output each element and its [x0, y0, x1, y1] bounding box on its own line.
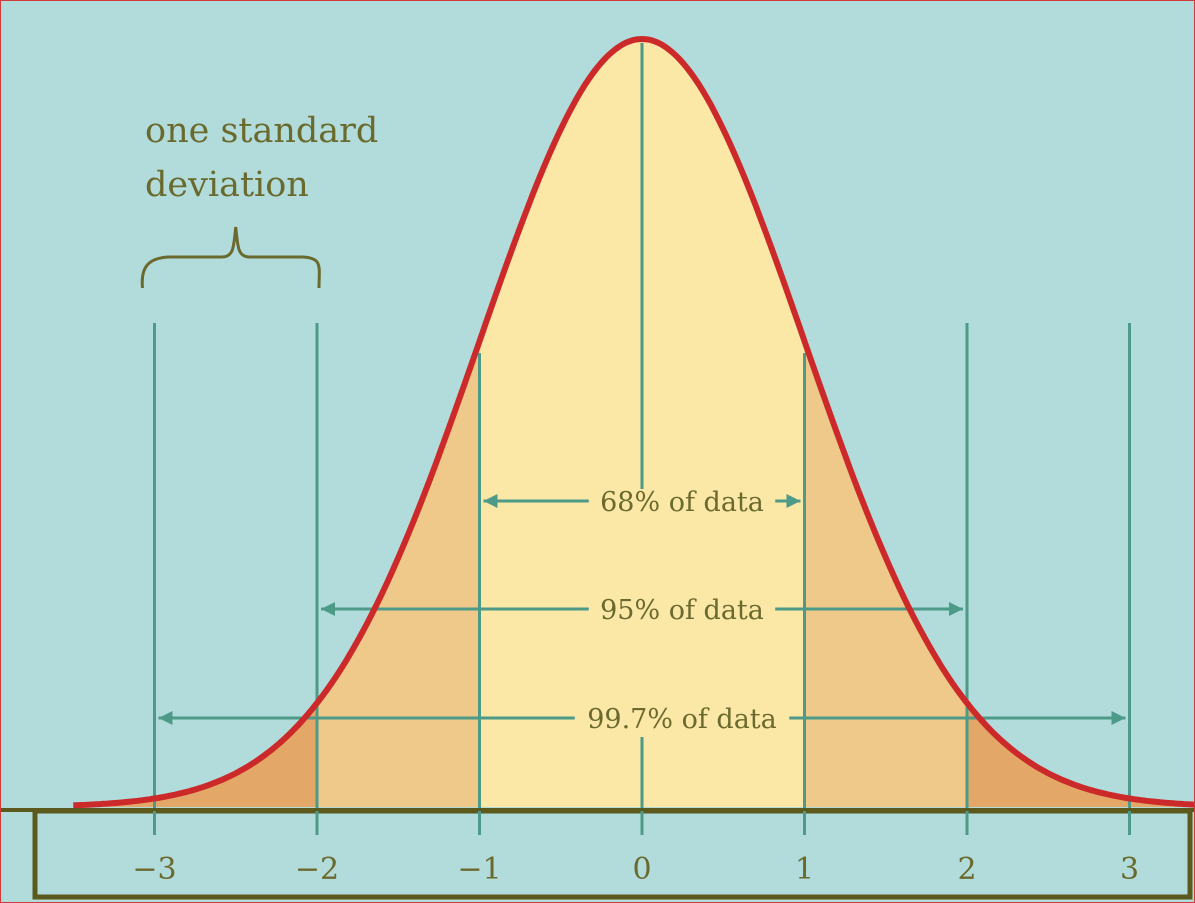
- tick-label: −2: [295, 852, 339, 887]
- tick-label: 0: [632, 852, 651, 887]
- arrow-head-right: [1111, 711, 1126, 725]
- annotation-line-2: deviation: [145, 165, 309, 205]
- tick-label: −1: [457, 852, 501, 887]
- area-fills: [73, 39, 1194, 807]
- range-arrows: 68% of data 95% of data 99.7% of data: [158, 487, 1126, 735]
- sd-brace: [140, 226, 321, 289]
- arrow-head-left: [321, 602, 335, 616]
- arrow-head-right: [786, 494, 801, 508]
- arrow-head-left: [483, 494, 498, 508]
- sd-annotation: one standard deviation: [140, 111, 378, 289]
- curve-layer: [73, 36, 1194, 809]
- area-outer-left: [73, 703, 317, 807]
- arrow-head-left: [158, 711, 173, 725]
- band-label: 99.7% of data: [587, 704, 777, 735]
- tick-label: 3: [1120, 852, 1139, 887]
- tick-label: −3: [132, 852, 176, 887]
- band-label: 68% of data: [600, 487, 764, 518]
- sd-guide-lines: [153, 43, 1131, 817]
- area-outer-right: [967, 703, 1194, 807]
- x-axis: −3 −2 −1 0 1 2 3: [1, 808, 1194, 900]
- normal-curve: [73, 36, 1194, 809]
- annotation-line-1: one standard: [145, 111, 378, 151]
- axis-box: [32, 808, 1193, 900]
- tick-label: 2: [957, 852, 976, 887]
- arrow-head-right: [949, 602, 963, 616]
- band-label: 95% of data: [600, 595, 764, 626]
- tick-label: 1: [795, 852, 814, 887]
